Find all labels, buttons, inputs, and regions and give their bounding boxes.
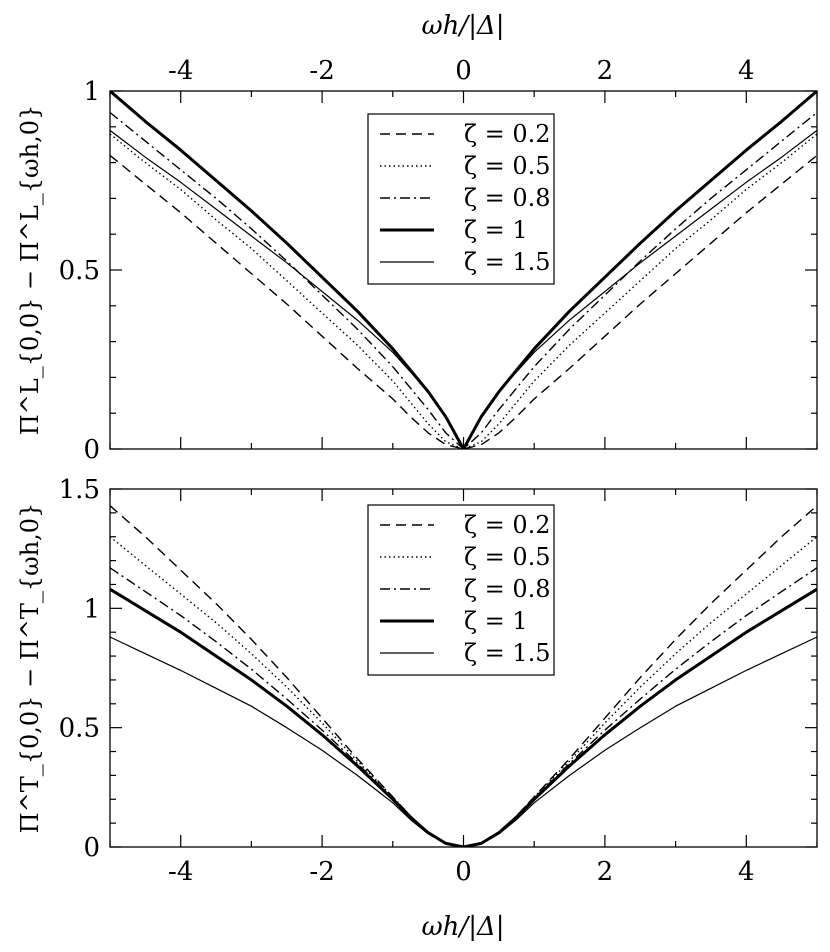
bottom-panel: -4 -2 0 2 4 0 0.5 1 1.5 ωh/|Δ| Π^T_{0,0} − Π^T_{ωh…	[16, 475, 818, 942]
x-axis-title: ωh/|Δ|	[421, 11, 504, 41]
x-tick-label: 0	[455, 857, 472, 887]
y-tick-label: 0	[83, 435, 100, 465]
series-line-thick	[110, 91, 817, 449]
legend-label: ζ = 0.2	[464, 120, 551, 148]
series-line-solid	[110, 636, 817, 847]
legend-label: ζ = 1	[464, 607, 528, 635]
series-line-thick	[110, 587, 817, 847]
y-tick-label: 1	[83, 77, 100, 107]
series-line-solid	[110, 129, 817, 449]
x-tick-label: -4	[168, 857, 193, 887]
y-tick-label: 0.5	[59, 256, 100, 286]
legend-label: ζ = 1.5	[464, 248, 551, 276]
x-tick-label: 2	[597, 56, 614, 86]
series-line-dashed	[110, 154, 817, 449]
y-tick-label: 1	[83, 594, 100, 624]
y-axis-title: Π^L_{0,0} − Π^L_{ωh,0}	[16, 105, 44, 436]
legend-label: ζ = 0.8	[464, 184, 551, 212]
legend-label: ζ = 0.8	[464, 575, 551, 603]
x-tick-label: 4	[738, 56, 755, 86]
top-panel: -4 -2 0 2 4 0 0.5 1 ωh/|Δ| Π^L_{0,0} − Π^L_{ωh,0}…	[16, 11, 818, 465]
y-tick-label: 0.5	[59, 714, 100, 744]
x-tick-label: -2	[309, 857, 334, 887]
x-tick-label: -4	[168, 56, 193, 86]
legend-box	[367, 113, 555, 285]
legend-label: ζ = 1.5	[464, 639, 551, 667]
legend-label: ζ = 0.2	[464, 511, 551, 539]
legend-label: ζ = 0.5	[464, 152, 551, 180]
series-line-dashed	[110, 505, 817, 847]
x-axis-title: ωh/|Δ|	[421, 912, 504, 942]
series-line-dashdot	[110, 111, 817, 449]
y-axis-title: Π^T_{0,0} − Π^T_{ωh,0}	[16, 503, 44, 834]
legend-label: ζ = 1	[464, 216, 528, 244]
y-tick-label: 0	[83, 833, 100, 863]
y-tick-label: 1.5	[59, 475, 100, 505]
legend-label: ζ = 0.5	[464, 543, 551, 571]
series-line-dashdot	[110, 567, 817, 847]
legend-box	[367, 504, 555, 676]
x-tick-label: -2	[309, 56, 334, 86]
x-tick-label: 2	[597, 857, 614, 887]
x-tick-label: 4	[738, 857, 755, 887]
x-tick-label: 0	[455, 56, 472, 86]
